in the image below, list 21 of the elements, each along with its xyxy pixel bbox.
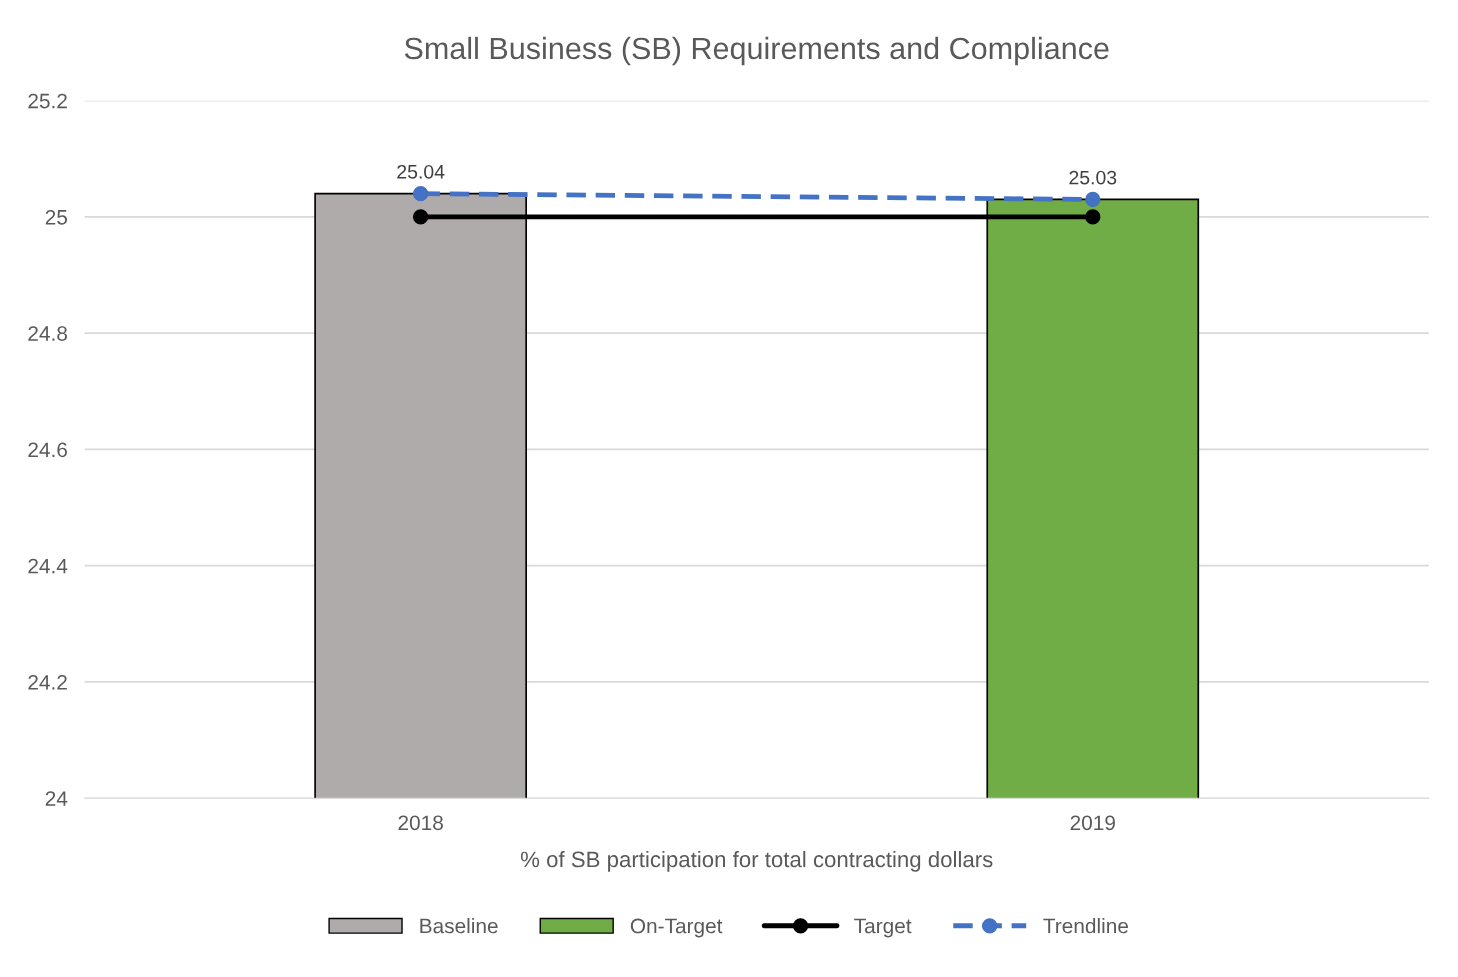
data-label: 25.04	[397, 164, 445, 179]
y-tick-label: 24.4	[28, 558, 68, 574]
legend-label: Trendline	[1043, 918, 1128, 934]
x-tick-label: 2019	[1070, 815, 1115, 831]
y-tick-label: 25	[45, 209, 68, 225]
point	[412, 209, 429, 225]
x-tick-label: 2018	[398, 815, 443, 831]
y-tick-label: 24	[45, 791, 68, 806]
y-tick-label: 24.8	[28, 326, 67, 341]
legend-label: On-Target	[630, 918, 723, 938]
x-axis-title: % of SB participation for total contracting dollars	[520, 850, 993, 872]
y-tick-label: 24.6	[28, 442, 67, 458]
legend-label: Target	[854, 918, 912, 938]
y-tick-label: 24.2	[28, 674, 67, 690]
legend-label: Baseline	[420, 918, 498, 934]
y-tick-label: 25.2	[28, 93, 67, 109]
data-label: 25.03	[1069, 170, 1117, 185]
point	[412, 186, 429, 202]
chart-title: Small Business (SB) Requirements and Compliance	[404, 36, 1109, 66]
point	[1085, 191, 1101, 208]
point	[1085, 209, 1101, 225]
